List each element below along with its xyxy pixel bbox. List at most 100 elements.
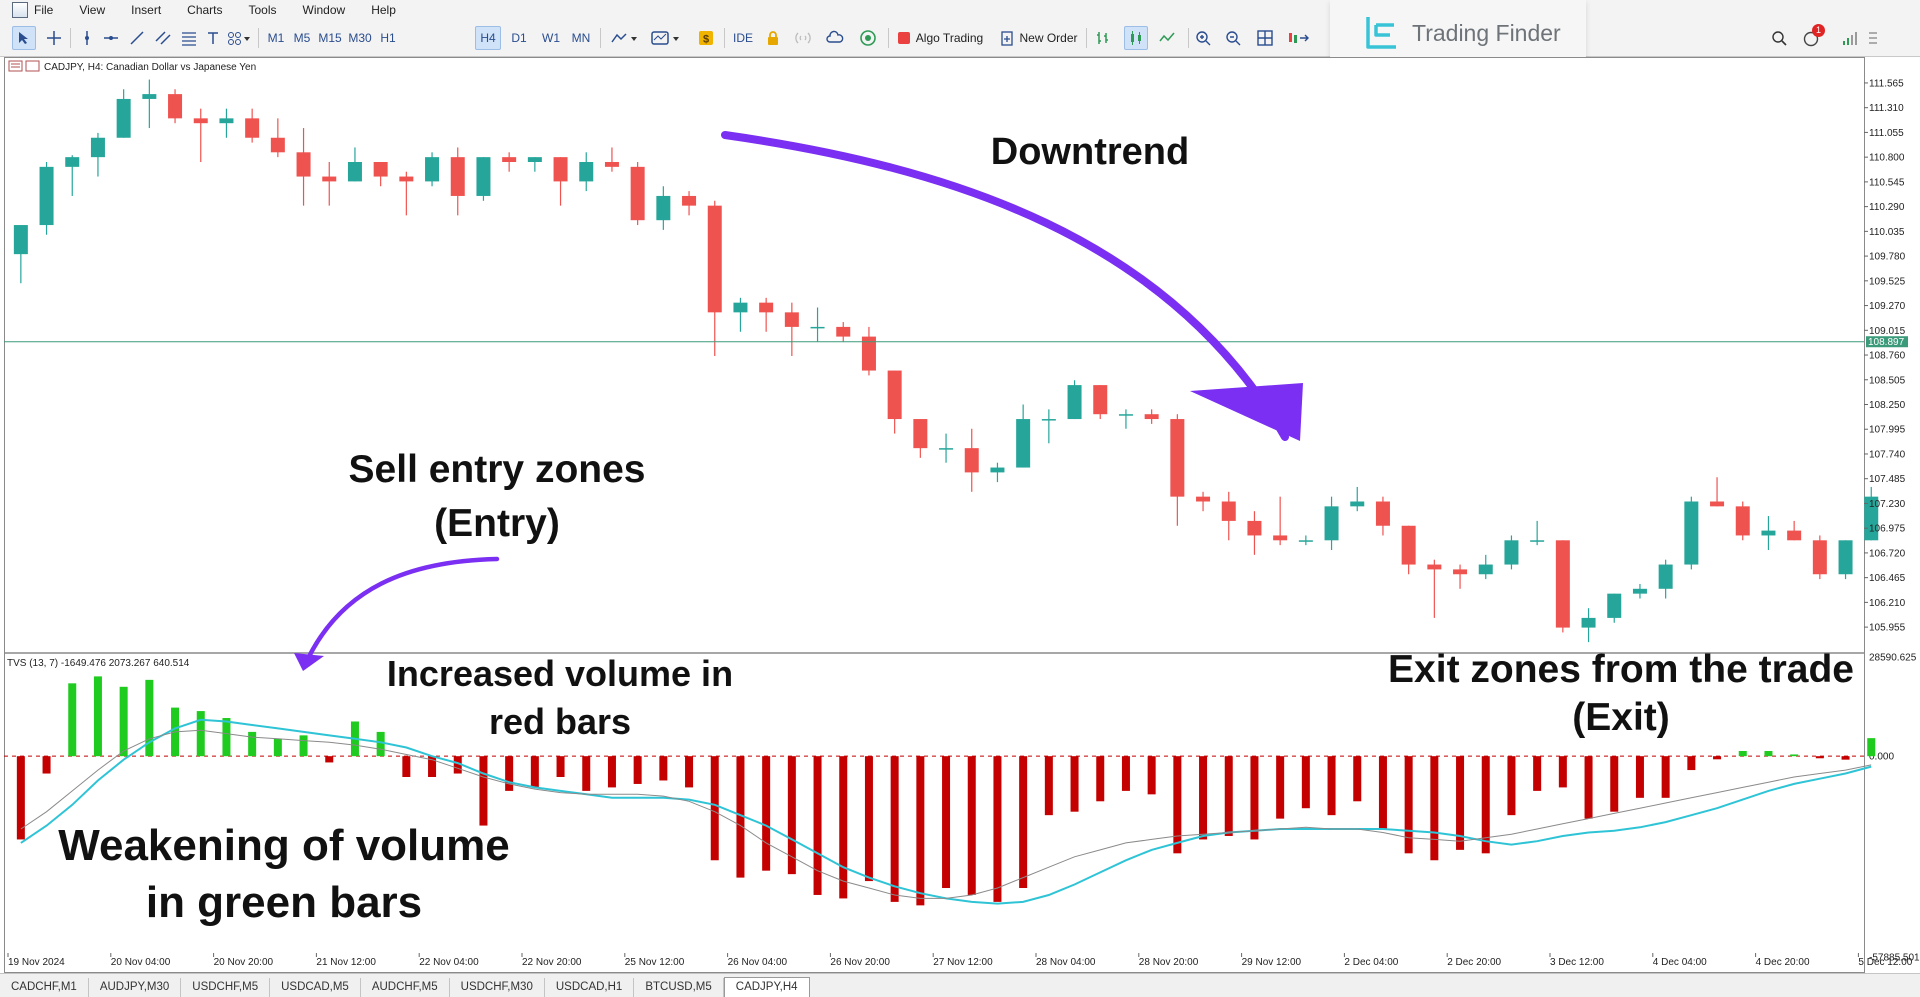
indicator-header: TVS (13, 7) -1649.476 2073.267 640.514	[7, 658, 190, 669]
volume-bar	[1224, 756, 1233, 836]
volume-bar	[1096, 756, 1105, 802]
volume-bar	[530, 756, 539, 788]
tf-h1[interactable]: H1	[380, 31, 396, 45]
zoom-out-button[interactable]	[1222, 26, 1244, 50]
volume-bar	[1533, 756, 1542, 791]
tab-cadchf-m1[interactable]: CADCHF,M1	[0, 978, 89, 997]
algo-trading-button[interactable]: Algo Trading	[895, 26, 985, 50]
search-button[interactable]	[1768, 26, 1790, 50]
volume-bar	[479, 756, 488, 826]
templates-button[interactable]	[648, 26, 686, 50]
tf-d1[interactable]: D1	[511, 31, 527, 45]
menu-charts[interactable]: Charts	[187, 3, 223, 17]
volume-bar	[813, 756, 822, 895]
text-tool-button[interactable]	[204, 26, 222, 50]
exit-zones-label-line1: Exit zones from the trade	[1388, 648, 1854, 691]
candle-body	[1658, 564, 1673, 589]
volume-axis-label: -57885.501	[1869, 953, 1920, 964]
tab-audjpy-m30[interactable]: AUDJPY,M30	[89, 978, 182, 997]
vps-button[interactable]	[857, 26, 879, 50]
line-chart-button[interactable]	[1156, 26, 1178, 50]
tf-mn[interactable]: MN	[571, 31, 591, 45]
volume-bar	[299, 735, 308, 757]
sell-entry-label-line1: Sell entry zones	[348, 448, 646, 491]
bar-chart-button[interactable]	[1092, 26, 1114, 50]
tab-usdcad-m5[interactable]: USDCAD,M5	[270, 978, 361, 997]
cloud-button[interactable]	[824, 26, 846, 50]
crosshair-button[interactable]	[42, 26, 66, 50]
price-axis-label: 110.035	[1869, 227, 1905, 238]
channel-button[interactable]	[152, 26, 174, 50]
volume-bar	[1687, 756, 1696, 771]
time-axis-label: 25 Nov 12:00	[625, 957, 685, 968]
menu-file[interactable]: File	[34, 3, 54, 17]
volume-bar	[16, 756, 25, 840]
tab-cadjpy-h4[interactable]: CADJPY,H4	[723, 977, 810, 997]
tf-m30[interactable]: M30	[348, 31, 372, 45]
menu-bar: File View Insert Charts Tools Window Hel…	[0, 0, 1920, 20]
tile-windows-button[interactable]	[1254, 26, 1276, 50]
vertical-line-button[interactable]	[76, 26, 98, 50]
candle-body	[964, 448, 979, 473]
candle-body	[1632, 588, 1647, 594]
menu-window[interactable]: Window	[302, 3, 346, 17]
indicators-button[interactable]	[608, 26, 642, 50]
candle-body	[373, 162, 388, 177]
tab-usdchf-m30[interactable]: USDCHF,M30	[450, 978, 545, 997]
candle-body	[270, 137, 285, 153]
tf-m5[interactable]: M5	[293, 31, 311, 45]
candle-body	[759, 302, 774, 313]
price-axis-label: 107.485	[1869, 474, 1906, 485]
menu-help[interactable]: Help	[371, 3, 396, 17]
tf-m15[interactable]: M15	[318, 31, 342, 45]
menu-view[interactable]: View	[79, 3, 106, 17]
candle-body	[1838, 540, 1853, 575]
tab-usdchf-m5[interactable]: USDCHF,M5	[181, 978, 271, 997]
volume-bar	[1867, 738, 1876, 757]
volume-bar	[68, 683, 77, 757]
current-price-label: 108.897	[1868, 337, 1905, 348]
candlestick-chart-button[interactable]	[1124, 26, 1148, 50]
ide-button[interactable]: IDE	[732, 31, 753, 45]
fibonacci-button[interactable]	[178, 26, 200, 50]
time-axis-label: 19 Nov 2024	[8, 957, 65, 968]
crosshair-icon	[47, 31, 61, 45]
fibonacci-icon	[182, 32, 196, 46]
app-icon[interactable]	[12, 2, 28, 18]
tf-h4[interactable]: H4	[475, 26, 501, 50]
notifications-button[interactable]: 1	[1796, 24, 1826, 50]
trendline-button[interactable]	[126, 26, 148, 50]
candle-body	[322, 176, 337, 182]
volume-bar	[556, 756, 565, 778]
tab-btcusd-m5[interactable]: BTCUSD,M5	[634, 978, 724, 997]
tab-usdcad-h1[interactable]: USDCAD,H1	[545, 978, 635, 997]
chart-area[interactable]: 108.897 111.565 111.310 111.055 110.800 110.…	[0, 57, 1920, 973]
candle-body	[1812, 540, 1827, 575]
signal-button[interactable]	[792, 26, 814, 50]
autoscroll-button[interactable]	[1286, 26, 1312, 50]
cursor-tool-button[interactable]	[12, 26, 36, 50]
candle-body	[1607, 593, 1622, 618]
volume-bar	[248, 731, 257, 757]
zoom-in-button[interactable]	[1192, 26, 1214, 50]
menu-insert[interactable]: Insert	[131, 3, 162, 17]
tf-w1[interactable]: W1	[542, 31, 560, 45]
candle-body	[245, 118, 260, 138]
candle-body	[1324, 506, 1339, 541]
price-axis-label: 108.760	[1869, 351, 1906, 362]
tab-audchf-m5[interactable]: AUDCHF,M5	[361, 978, 450, 997]
horizontal-line-button[interactable]	[100, 26, 122, 50]
price-axis-label: 109.780	[1869, 252, 1906, 263]
menu-tools[interactable]: Tools	[248, 3, 277, 17]
candle-body	[810, 326, 825, 329]
candle-body	[1761, 530, 1776, 536]
shapes-button[interactable]	[226, 26, 252, 50]
new-order-button[interactable]: New Order	[998, 26, 1080, 50]
signal-strength-button[interactable]	[1838, 26, 1860, 50]
lock-button[interactable]	[762, 26, 784, 50]
tf-m1[interactable]: M1	[267, 31, 285, 45]
candle-body	[1350, 501, 1365, 507]
dollar-button[interactable]: $	[696, 26, 716, 50]
candle-body	[502, 157, 517, 162]
volume-bar	[1790, 754, 1799, 757]
